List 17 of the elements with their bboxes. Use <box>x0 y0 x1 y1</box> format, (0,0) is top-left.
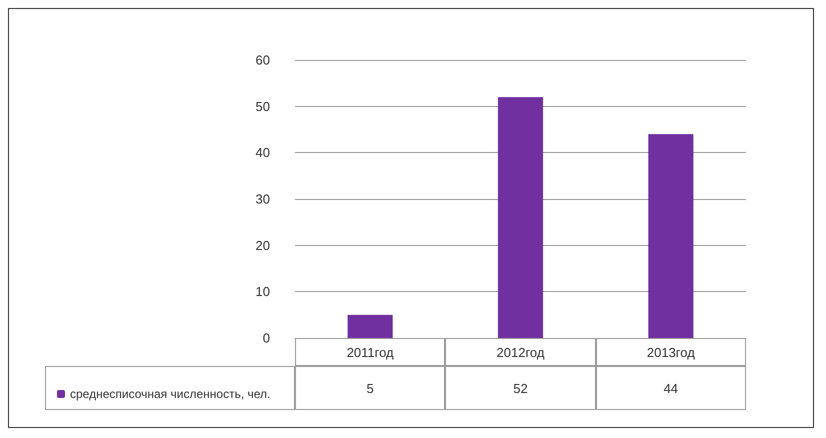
data-label: 44 <box>596 366 746 410</box>
bar <box>498 97 544 338</box>
y-tick-label: 60 <box>256 52 270 68</box>
y-tick-label: 20 <box>256 238 270 253</box>
bar <box>648 134 694 338</box>
y-tick-label: 0 <box>262 330 270 346</box>
x-tick-label: 2013год <box>646 345 696 360</box>
data-label: 52 <box>445 366 596 410</box>
y-tick-label: 10 <box>256 284 270 300</box>
x-tick-label: 2011год <box>346 345 394 360</box>
data-label: 5 <box>295 366 446 410</box>
bar <box>348 314 393 338</box>
y-tick-label: 30 <box>256 192 270 206</box>
y-tick-label: 40 <box>256 145 270 160</box>
y-tick-label: 50 <box>256 98 270 114</box>
legend-label: среднесписочная численность, чел. <box>70 387 270 401</box>
x-tick-label: 2012год <box>496 345 545 360</box>
